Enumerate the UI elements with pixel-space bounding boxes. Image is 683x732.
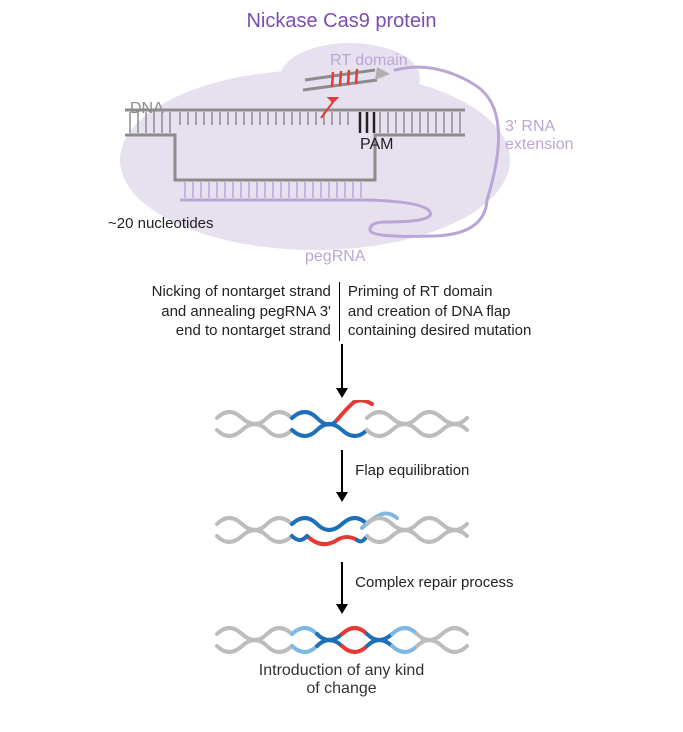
helix-flap-up <box>212 400 472 453</box>
label-3prime-ext: 3' RNA extension <box>505 118 574 154</box>
arrow2 <box>334 450 350 502</box>
label-rt-domain: RT domain <box>330 52 408 70</box>
helix-flap-down <box>212 506 472 563</box>
final-caption: Introduction of any kind of change <box>0 662 683 698</box>
arrow3 <box>334 562 350 614</box>
arrow1 <box>334 344 350 398</box>
step3-label: Complex repair process <box>355 574 513 591</box>
label-dna: DNA <box>130 100 164 118</box>
diagram-title: Nickase Cas9 protein <box>0 10 683 33</box>
label-pam: PAM <box>360 136 393 154</box>
label-20nt: ~20 nucleotides <box>108 215 214 232</box>
step2-label: Flap equilibration <box>355 462 469 479</box>
step1-right: Priming of RT domain and creation of DNA… <box>340 282 531 341</box>
step1-labels: Nicking of nontarget strand and annealin… <box>0 282 683 341</box>
helix-integrated <box>212 618 472 667</box>
step1-left: Nicking of nontarget strand and annealin… <box>152 282 340 341</box>
label-pegrna: pegRNA <box>305 248 365 266</box>
